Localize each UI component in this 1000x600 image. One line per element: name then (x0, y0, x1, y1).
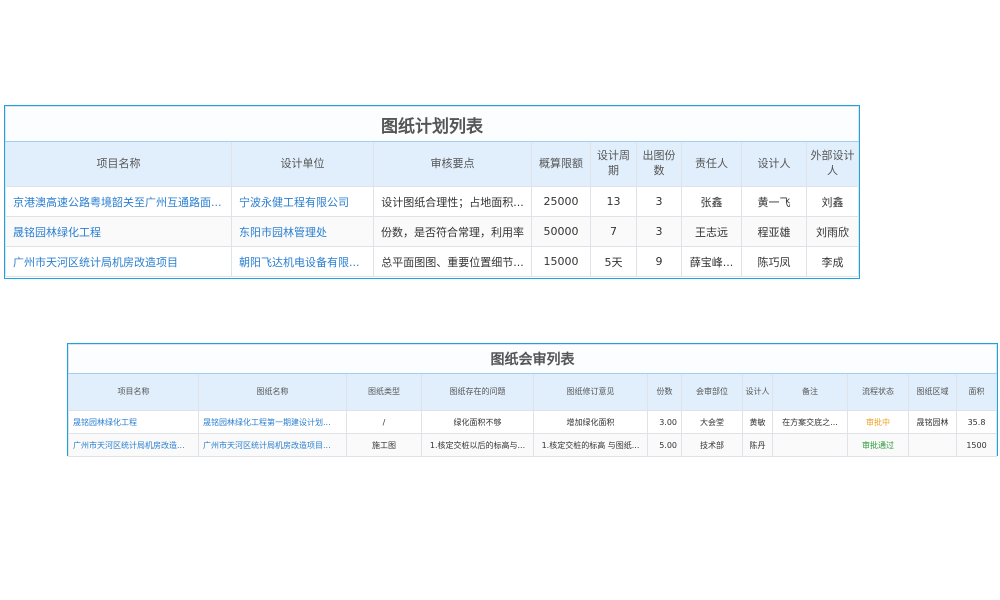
table-cell: 技术部 (681, 433, 743, 457)
cell-link[interactable]: 朝阳飞达机电设备有限... (231, 246, 374, 277)
table-cell: 大会堂 (681, 410, 743, 434)
status-badge: 审批通过 (847, 433, 909, 457)
table-cell: 施工图 (346, 433, 422, 457)
table-row[interactable]: 晟铭园林绿化工程 晟铭园林绿化工程第一期建设计划... / 绿化面积不够 增加绿化面积 3… (68, 410, 997, 434)
table-cell: 7 (590, 216, 637, 247)
table-cell: 25000 (531, 186, 591, 217)
table-cell: 陈巧凤 (741, 246, 807, 277)
column-header: 会审部位 (681, 373, 743, 411)
table-cell: 3.00 (647, 410, 682, 434)
status-badge: 审批中 (847, 410, 909, 434)
cell-link[interactable]: 宁波永健工程有限公司 (231, 186, 374, 217)
column-header: 项目名称 (68, 373, 199, 411)
table-cell: 刘雨欣 (806, 216, 859, 247)
table-cell: 1.核定交桩的标高 与图纸... (533, 433, 648, 457)
table-cell (772, 433, 848, 457)
table-cell: 35.8 (956, 410, 997, 434)
table-cell: 晟铭园林 (908, 410, 957, 434)
table-cell: 绿化面积不够 (421, 410, 534, 434)
column-header: 项目名称 (5, 141, 232, 187)
table-row[interactable]: 京港澳高速公路粤境韶关至广州互通路面... 宁波永健工程有限公司 设计图纸合理性；占… (5, 186, 859, 217)
drawing-review-table-panel: 图纸会审列表 项目名称 图纸名称 图纸类型 图纸存在的问题 图纸修订意见 份数 会审部位 设计… (67, 343, 998, 457)
cell-link[interactable]: 京港澳高速公路粤境韶关至广州互通路面... (5, 186, 232, 217)
column-header: 设计周期 (590, 141, 637, 187)
drawing-review-table: 图纸会审列表 项目名称 图纸名称 图纸类型 图纸存在的问题 图纸修订意见 份数 会审部位 设计… (68, 344, 997, 457)
column-header: 责任人 (681, 141, 742, 187)
column-header: 设计单位 (231, 141, 374, 187)
table-cell: 总平面图图、重要位置细节... (373, 246, 532, 277)
drawing-plan-table: 图纸计划列表 项目名称 设计单位 审核要点 概算限额 设计周期 出图份数 责任人 设计人 外部设… (5, 106, 859, 277)
table-cell: 50000 (531, 216, 591, 247)
table-cell: 黄敏 (742, 410, 773, 434)
cell-link[interactable]: 东阳市园林管理处 (231, 216, 374, 247)
table-cell: 薛宝峰... (681, 246, 742, 277)
table-cell (908, 433, 957, 457)
column-header: 概算限额 (531, 141, 591, 187)
cell-link[interactable]: 广州市天河区统计局机房改造... (68, 433, 199, 457)
table-cell: 份数，是否符合常理，利用率 (373, 216, 532, 247)
table-cell: 刘鑫 (806, 186, 859, 217)
table-cell: 张鑫 (681, 186, 742, 217)
column-header: 图纸区域 (908, 373, 957, 411)
column-header: 设计人 (741, 141, 807, 187)
table-cell: 在方案交底之... (772, 410, 848, 434)
drawing-plan-table-panel: 图纸计划列表 项目名称 设计单位 审核要点 概算限额 设计周期 出图份数 责任人 设计人 外部设… (4, 105, 860, 279)
column-header: 设计人 (742, 373, 773, 411)
column-header: 图纸类型 (346, 373, 422, 411)
table-cell: 5天 (590, 246, 637, 277)
table-cell: 3 (636, 186, 682, 217)
table-cell: 程亚雄 (741, 216, 807, 247)
cell-link[interactable]: 晟铭园林绿化工程第一期建设计划... (198, 410, 347, 434)
column-header: 图纸名称 (198, 373, 347, 411)
table-row[interactable]: 晟铭园林绿化工程 东阳市园林管理处 份数，是否符合常理，利用率 50000 7 3 王志远程… (5, 216, 859, 247)
table-cell: 王志远 (681, 216, 742, 247)
table-cell: 13 (590, 186, 637, 217)
column-header: 流程状态 (847, 373, 909, 411)
table-cell: 1500 (956, 433, 997, 457)
table-cell: 1.核定交桩以后的标高与... (421, 433, 534, 457)
column-header: 图纸存在的问题 (421, 373, 534, 411)
column-header: 份数 (647, 373, 682, 411)
table-row[interactable]: 广州市天河区统计局机房改造... 广州市天河区统计局机房改造项目... 施工图 1.核… (68, 433, 997, 457)
cell-link[interactable]: 广州市天河区统计局机房改造项目 (5, 246, 232, 277)
cell-link[interactable]: 晟铭园林绿化工程 (68, 410, 199, 434)
table-row[interactable]: 广州市天河区统计局机房改造项目 朝阳飞达机电设备有限... 总平面图图、重要位置细节… (5, 246, 859, 277)
cell-link[interactable]: 晟铭园林绿化工程 (5, 216, 232, 247)
table-title: 图纸会审列表 (68, 344, 997, 374)
table-cell: 5.00 (647, 433, 682, 457)
column-header: 外部设计人 (806, 141, 859, 187)
column-header: 面积 (956, 373, 997, 411)
table-cell: 3 (636, 216, 682, 247)
table-cell: 黄一飞 (741, 186, 807, 217)
table-cell: 9 (636, 246, 682, 277)
table-cell: 设计图纸合理性；占地面积... (373, 186, 532, 217)
table-cell: 增加绿化面积 (533, 410, 648, 434)
table-cell: / (346, 410, 422, 434)
column-header: 出图份数 (636, 141, 682, 187)
column-header: 备注 (772, 373, 848, 411)
table-title: 图纸计划列表 (5, 106, 859, 142)
column-header: 图纸修订意见 (533, 373, 648, 411)
cell-link[interactable]: 广州市天河区统计局机房改造项目... (198, 433, 347, 457)
column-header: 审核要点 (373, 141, 532, 187)
table-cell: 陈丹 (742, 433, 773, 457)
table-cell: 15000 (531, 246, 591, 277)
table-cell: 李成 (806, 246, 859, 277)
